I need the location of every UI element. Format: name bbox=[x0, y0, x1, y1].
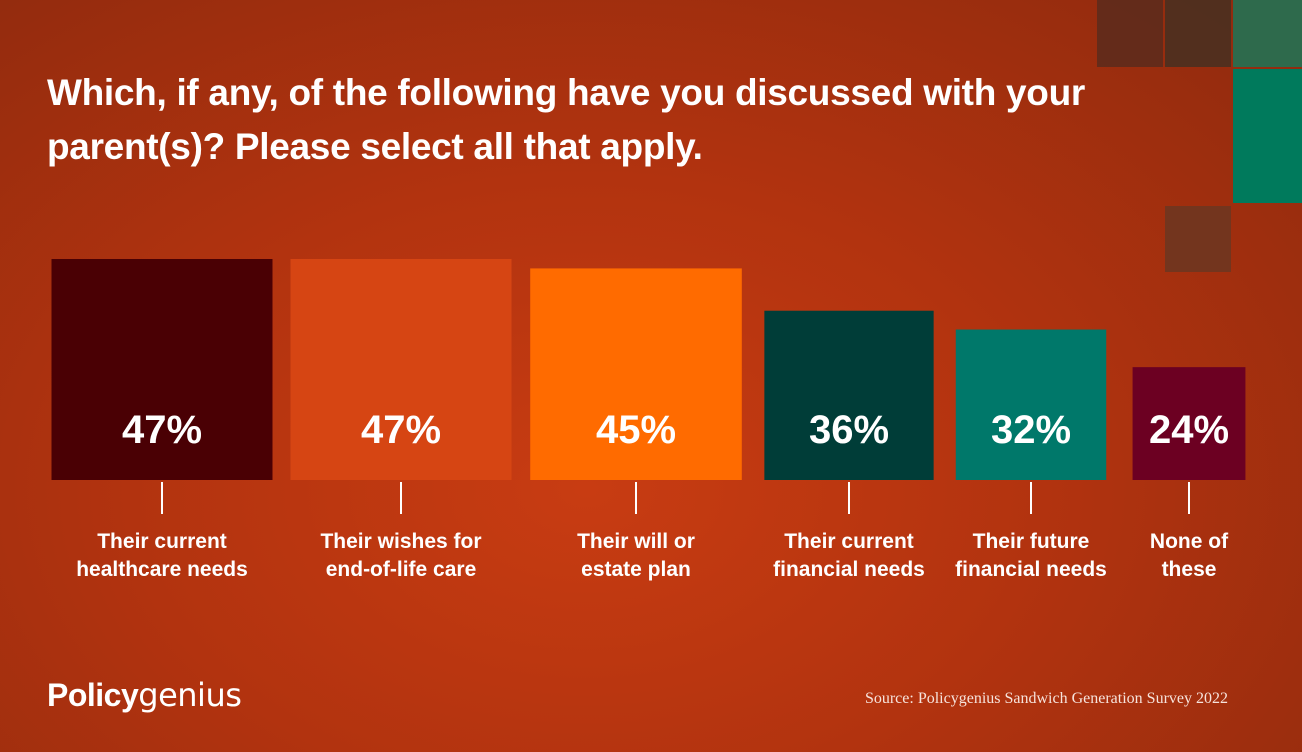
policygenius-logo: Policygenius bbox=[47, 676, 242, 714]
category-label-5-line-1: Their future bbox=[973, 530, 1090, 553]
value-label-3: 45% bbox=[596, 408, 676, 452]
source-note: Source: Policygenius Sandwich Generation… bbox=[864, 690, 1228, 707]
logo-text-policy: Policy bbox=[47, 677, 139, 713]
category-label-2-line-2: end-of-life care bbox=[326, 558, 477, 581]
chart-title-line-1: Which, if any, of the following have you… bbox=[47, 72, 1085, 113]
value-label-4: 36% bbox=[809, 408, 889, 452]
value-label-2: 47% bbox=[361, 408, 441, 452]
bar-5 bbox=[955, 329, 1107, 480]
bar-4 bbox=[764, 310, 934, 480]
value-label-1: 47% bbox=[122, 408, 202, 452]
value-label-6: 24% bbox=[1149, 408, 1229, 452]
bar-2 bbox=[290, 259, 512, 480]
decor-square-4 bbox=[1233, 69, 1302, 203]
decor-square-3 bbox=[1233, 0, 1302, 67]
category-label-4-line-2: financial needs bbox=[773, 558, 925, 581]
logo-text-genius: genius bbox=[138, 676, 242, 714]
category-label-3-line-1: Their will or bbox=[577, 530, 695, 553]
decor-square-5 bbox=[1165, 206, 1231, 272]
decor-square-2 bbox=[1165, 0, 1231, 67]
chart-title: Which, if any, of the following have you… bbox=[47, 66, 1147, 174]
bar-3 bbox=[530, 268, 742, 480]
bar-6 bbox=[1132, 367, 1246, 480]
bar-1 bbox=[51, 259, 273, 480]
decor-square-1 bbox=[1097, 0, 1163, 67]
category-label-5-line-2: financial needs bbox=[955, 558, 1107, 581]
category-label-6-line-2: these bbox=[1162, 558, 1217, 581]
category-label-2-line-1: Their wishes for bbox=[320, 530, 481, 553]
category-label-1-line-1: Their current bbox=[97, 530, 227, 553]
category-label-1-line-2: healthcare needs bbox=[76, 558, 248, 581]
chart-title-line-2: parent(s)? Please select all that apply. bbox=[47, 126, 703, 167]
category-label-3-line-2: estate plan bbox=[581, 558, 691, 581]
category-label-4-line-1: Their current bbox=[784, 530, 914, 553]
value-label-5: 32% bbox=[991, 408, 1071, 452]
category-label-6-line-1: None of bbox=[1150, 530, 1229, 553]
